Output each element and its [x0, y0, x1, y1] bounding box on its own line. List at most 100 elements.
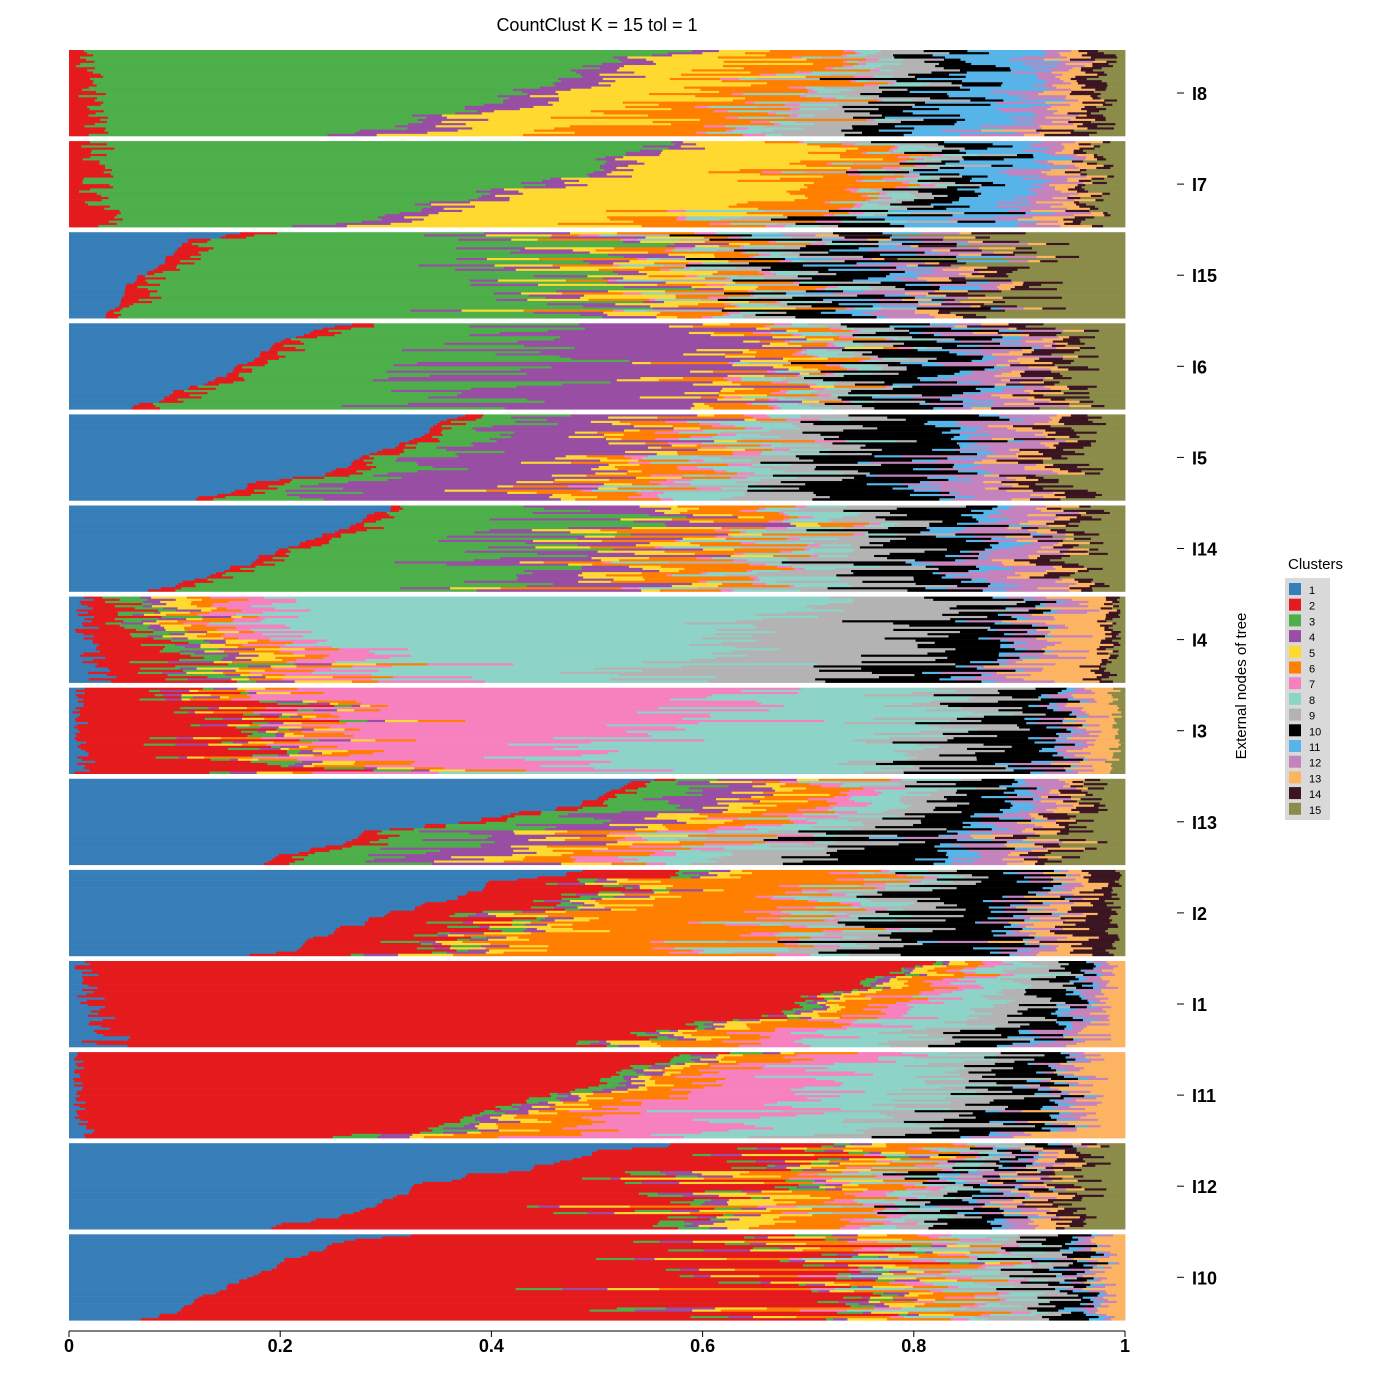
bar-segment-I14-cluster-14	[1037, 557, 1062, 560]
bar-segment-I13-cluster-12	[1043, 787, 1077, 790]
bar-segment-I4-cluster-15	[1119, 615, 1126, 619]
bar-segment-I15-cluster-11	[876, 316, 887, 319]
bar-segment-I7-cluster-11	[952, 201, 999, 204]
bar-segment-I13-cluster-10	[935, 806, 1011, 810]
bar-segment-I13-cluster-14	[1048, 796, 1072, 799]
bar-segment-I14-cluster-15	[1062, 539, 1126, 543]
bar-segment-I4-cluster-6	[191, 624, 207, 627]
bar-segment-I5-cluster-9	[772, 487, 800, 490]
bar-segment-I5-cluster-6	[714, 414, 744, 417]
bar-segment-I5-cluster-8	[686, 420, 761, 424]
bar-segment-I8-cluster-14	[1077, 82, 1108, 85]
bar-segment-I14-cluster-14	[1094, 582, 1105, 586]
bar-segment-I13-cluster-11	[999, 817, 1025, 820]
bar-segment-I8-cluster-7	[850, 80, 857, 83]
bar-segment-I8-cluster-7	[807, 88, 813, 92]
bar-segment-I15-cluster-8	[616, 279, 665, 282]
bar-segment-I7-cluster-14	[1090, 194, 1103, 198]
bar-segment-I8-cluster-2	[69, 110, 105, 113]
bar-segment-I15-cluster-11	[966, 281, 991, 285]
bar-segment-I6-cluster-12	[980, 344, 1045, 348]
bar-segment-I8-cluster-7	[843, 65, 854, 68]
bar-segment-I7-cluster-12	[1028, 188, 1056, 191]
bar-segment-I6-cluster-5	[710, 334, 745, 337]
bar-segment-I7-cluster-14	[1086, 162, 1098, 166]
bar-segment-I15-cluster-4	[602, 277, 624, 280]
bar-segment-I8-cluster-7	[799, 95, 807, 98]
bar-segment-I7-cluster-11	[959, 149, 1024, 153]
bar-segment-I6-cluster-12	[917, 383, 996, 386]
bar-segment-I13-cluster-2	[620, 787, 639, 790]
bar-segment-I4-cluster-7	[224, 633, 263, 636]
bar-segment-I5-cluster-5	[608, 416, 658, 419]
bar-segment-I7-cluster-14	[1080, 173, 1088, 176]
bar-segment-I8-cluster-3	[95, 112, 456, 115]
bar-segment-I7-cluster-11	[995, 220, 1038, 224]
bar-segment-I15-cluster-7	[694, 232, 717, 235]
bar-segment-I6-cluster-11	[984, 368, 999, 371]
bar-segment-I15-cluster-4	[423, 234, 487, 237]
bar-segment-I6-cluster-9	[782, 379, 824, 382]
bar-segment-I3-cluster-9	[873, 732, 944, 736]
bar-segment-I4-cluster-8	[332, 646, 736, 649]
bar-segment-I8-cluster-15	[1096, 105, 1126, 109]
bar-segment-I3-cluster-4	[300, 750, 314, 753]
bar-segment-I5-cluster-15	[1077, 466, 1126, 469]
bar-segment-I15-cluster-14	[1040, 260, 1058, 263]
bar-segment-I3-cluster-1	[69, 750, 86, 753]
bar-segment-I8-cluster-9	[929, 82, 952, 85]
bar-segment-I7-cluster-12	[1036, 220, 1059, 224]
bar-segment-I4-cluster-10	[942, 613, 999, 617]
bar-segment-I14-cluster-7	[777, 565, 793, 569]
bar-segment-I5-cluster-2	[457, 416, 482, 419]
bar-segment-I3-cluster-3	[267, 762, 296, 766]
bar-segment-I15-cluster-4	[589, 262, 614, 265]
bar-segment-I4-cluster-9	[753, 624, 910, 627]
bar-segment-I8-cluster-3	[89, 77, 559, 81]
bar-segment-I6-cluster-14	[1039, 357, 1064, 361]
bar-segment-I13-cluster-7	[833, 796, 852, 799]
bar-segment-I8-cluster-4	[455, 112, 483, 115]
bar-segment-I5-cluster-4	[397, 457, 556, 460]
bar-segment-I15-cluster-13	[958, 266, 988, 270]
bar-segment-I14-cluster-4	[516, 578, 614, 582]
bar-segment-I6-cluster-10	[877, 355, 984, 358]
bar-segment-I14-cluster-14	[1081, 589, 1093, 592]
bar-segment-I7-cluster-5	[495, 194, 806, 198]
bar-segment-I5-cluster-10	[795, 455, 875, 458]
bar-segment-I6-cluster-13	[971, 407, 992, 410]
bar-segment-I13-cluster-10	[916, 780, 1018, 784]
bar-segment-I14-cluster-1	[69, 531, 336, 534]
bar-segment-I4-cluster-12	[1014, 643, 1056, 647]
bar-segment-I14-cluster-15	[1093, 578, 1126, 582]
bar-segment-I13-cluster-5	[658, 813, 700, 816]
bar-segment-I14-cluster-3	[356, 531, 475, 534]
bar-segment-I15-cluster-12	[862, 290, 936, 293]
bar-segment-I15-cluster-14	[946, 294, 986, 297]
bar-segment-I4-cluster-3	[175, 665, 249, 668]
bar-segment-I8-cluster-9	[882, 65, 936, 68]
bar-segment-I14-cluster-2	[274, 552, 286, 556]
bar-segment-I8-cluster-7	[887, 82, 895, 85]
bar-segment-I6-cluster-14	[1022, 353, 1052, 356]
bar-segment-I14-cluster-15	[1102, 567, 1126, 571]
bar-segment-I14-cluster-6	[733, 548, 805, 551]
bar-segment-I13-cluster-13	[1049, 791, 1061, 795]
bar-segment-I4-cluster-1	[69, 674, 108, 677]
bar-segment-I6-cluster-12	[994, 400, 1050, 404]
bar-segment-I8-cluster-11	[911, 131, 1017, 135]
bar-segment-I14-cluster-4	[525, 542, 651, 545]
bar-segment-I7-cluster-2	[69, 158, 84, 161]
bar-segment-I7-cluster-4	[640, 149, 663, 153]
bar-segment-I13-cluster-12	[1035, 793, 1060, 797]
bar-segment-I13-cluster-3	[615, 793, 703, 797]
bar-segment-I3-cluster-3	[299, 739, 320, 742]
bar-segment-I4-cluster-10	[917, 646, 1001, 649]
bar-segment-I7-cluster-12	[1049, 164, 1076, 168]
bar-segment-I14-cluster-6	[732, 514, 785, 517]
bar-segment-I5-cluster-5	[627, 470, 642, 473]
bar-segment-I3-cluster-13	[1050, 762, 1113, 766]
bar-segment-I15-cluster-7	[846, 307, 855, 310]
bar-segment-I7-cluster-11	[966, 151, 1045, 155]
bar-segment-I3-cluster-11	[1069, 713, 1073, 716]
